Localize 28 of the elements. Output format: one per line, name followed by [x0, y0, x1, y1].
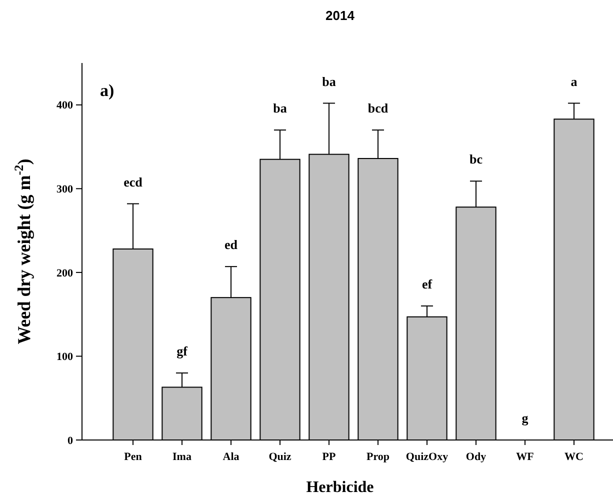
x-tick-label: Ody — [466, 451, 487, 463]
x-tick-label: WC — [564, 451, 584, 463]
y-tick-label: 400 — [56, 100, 74, 112]
x-tick-label: PP — [322, 451, 336, 463]
y-tick-label: 200 — [56, 267, 74, 280]
x-tick-label: Ima — [172, 451, 192, 463]
annotation: bc — [470, 152, 483, 167]
annotation: gf — [176, 344, 188, 359]
y-tick-label: 100 — [56, 351, 74, 364]
x-tick-label: Pen — [124, 451, 142, 463]
x-tick-label: WF — [516, 451, 534, 463]
x-tick-label: QuizOxy — [406, 451, 449, 463]
annotation: bcd — [368, 100, 389, 116]
annotation: a) — [100, 81, 114, 100]
y-tick-label: 300 — [56, 184, 74, 196]
annotation: ef — [422, 276, 433, 292]
annotation: ecd — [124, 174, 144, 190]
annotation: ba — [273, 100, 288, 116]
x-tick-label: Prop — [366, 451, 390, 463]
y-tick-label: 0 — [68, 434, 74, 447]
annotation: ba — [322, 74, 336, 89]
annotation: ed — [224, 237, 238, 252]
x-tick-label: Quiz — [268, 451, 292, 463]
x-tick-label: Ala — [222, 451, 240, 463]
annotation: g — [522, 410, 529, 426]
annotation: a — [570, 74, 578, 89]
chart-title: 2014 — [326, 8, 356, 23]
x-axis-title: Herbicide — [306, 479, 374, 496]
